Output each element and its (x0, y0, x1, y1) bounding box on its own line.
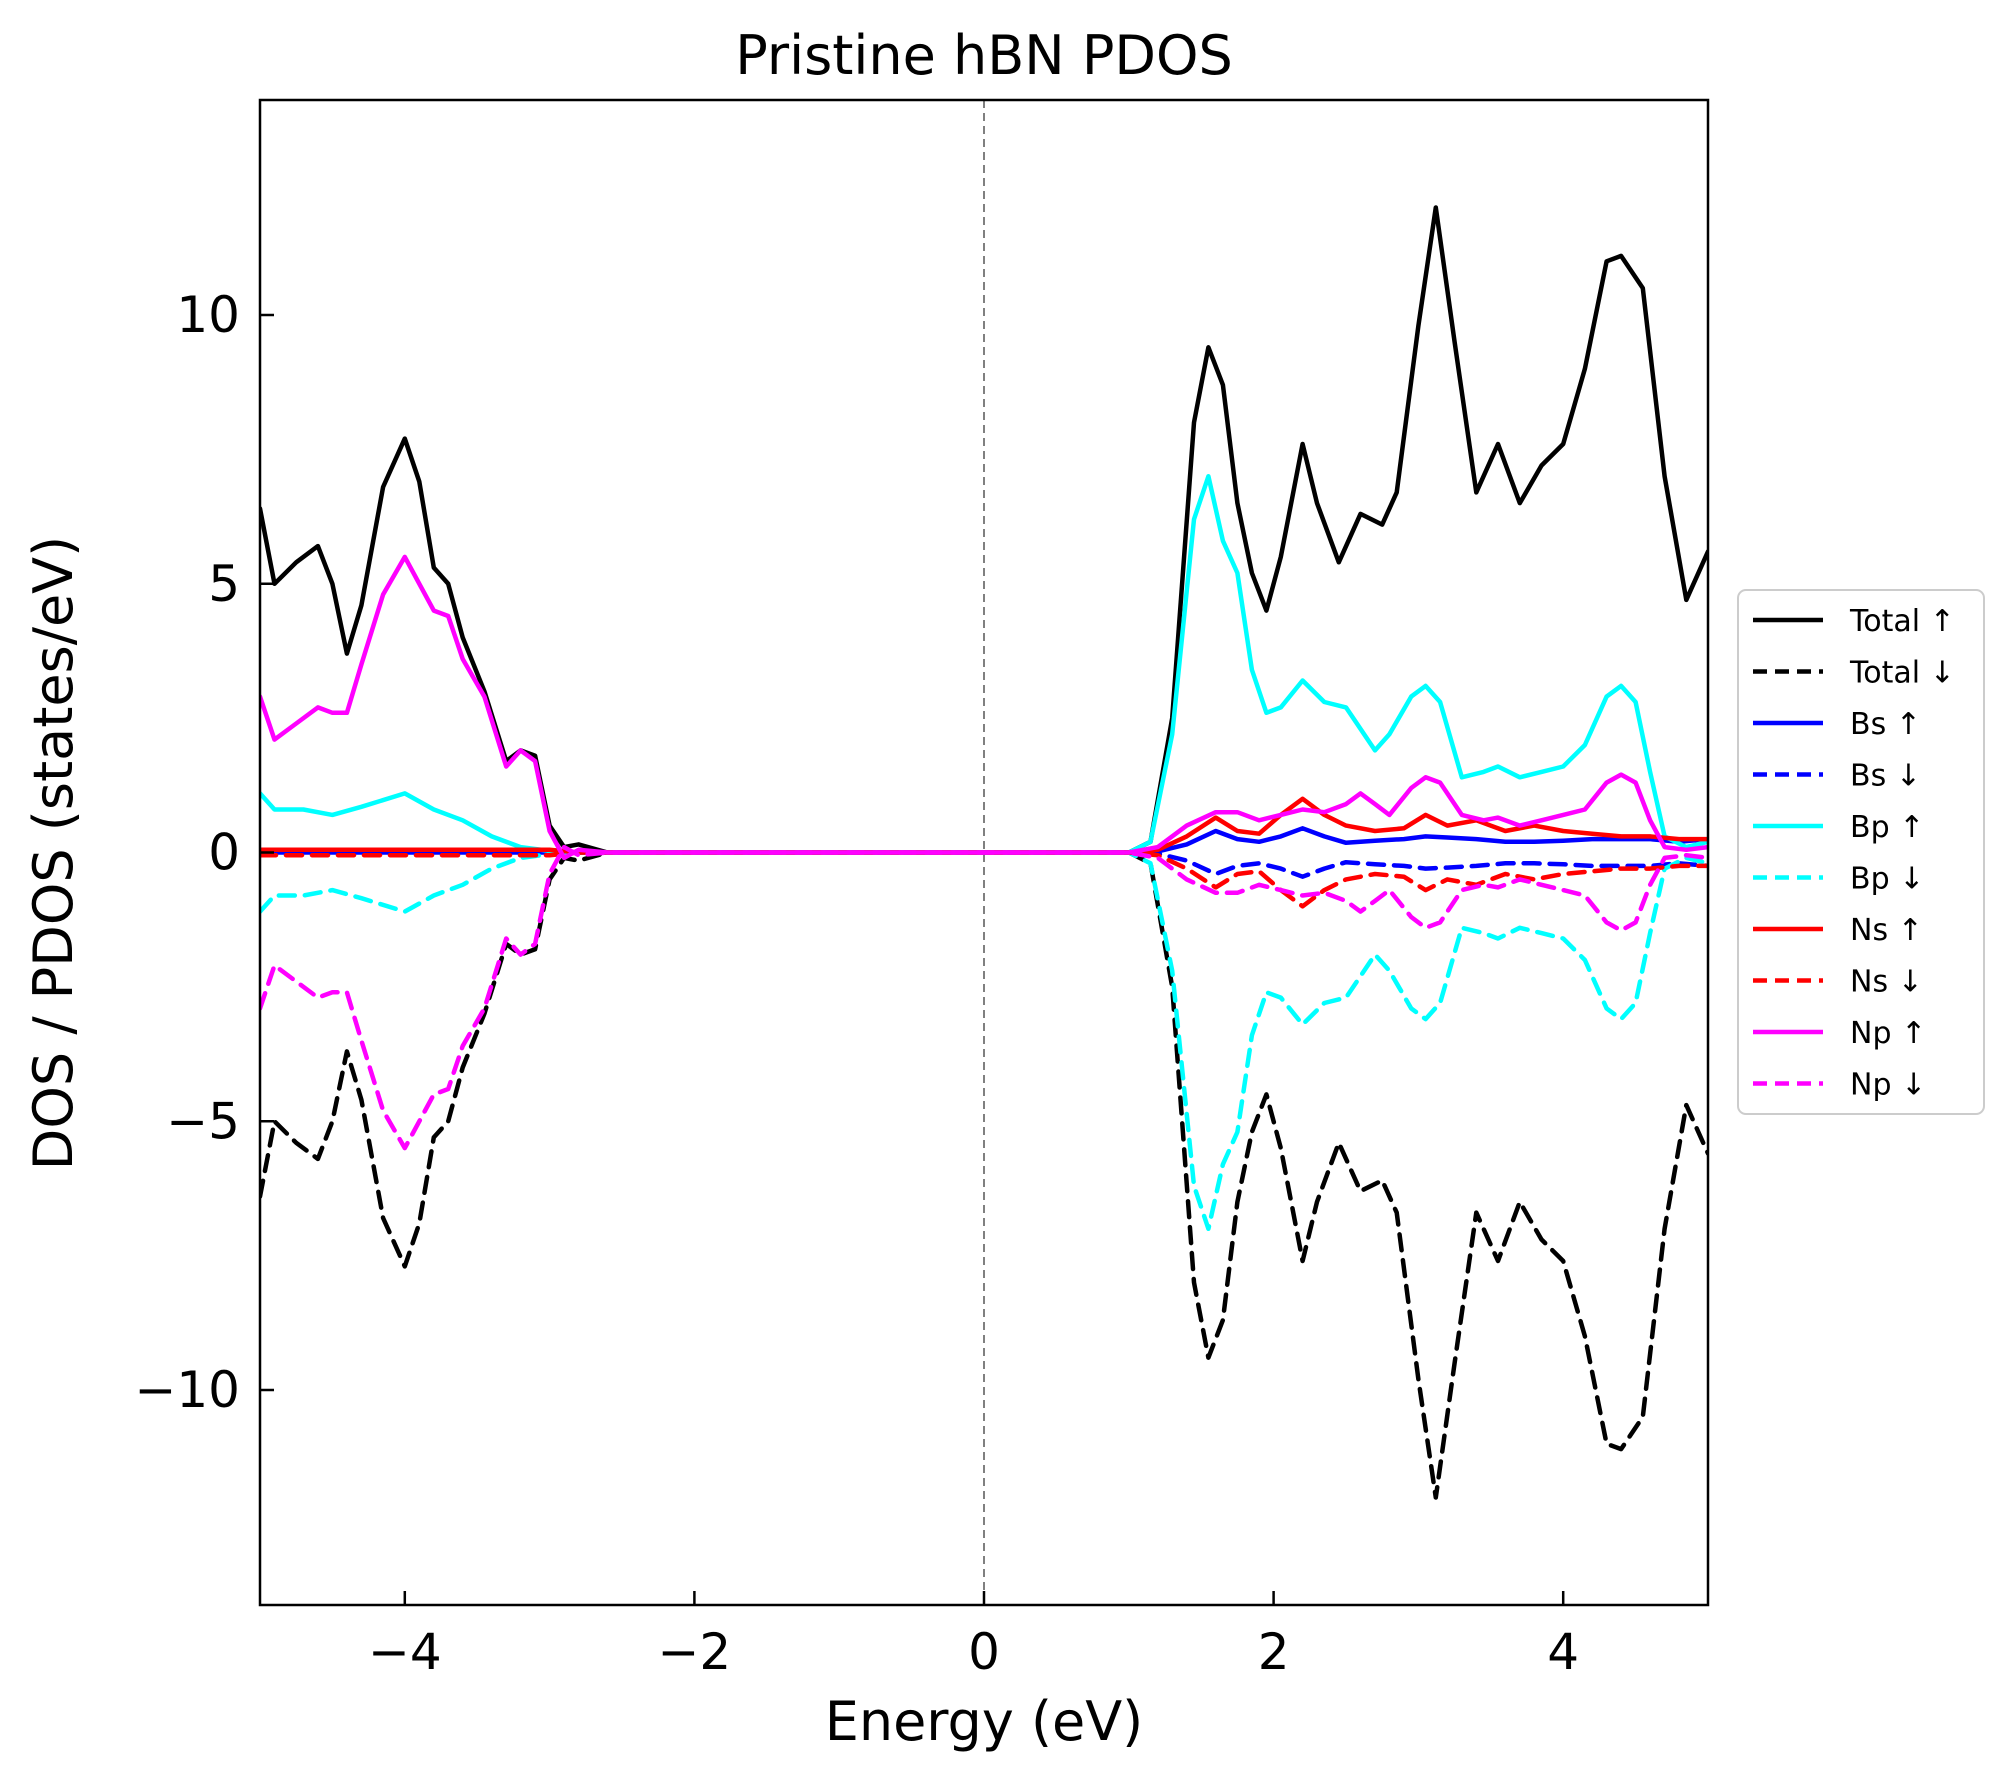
series-line-2 (260, 826, 1708, 855)
y-axis: −10 −5 0 5 10 (134, 286, 274, 1419)
legend-label: Np ↓ (1850, 1068, 1926, 1103)
y-tick-label: 5 (208, 555, 240, 613)
y-tick-label: −10 (134, 1361, 240, 1419)
legend-label: Bs ↓ (1850, 759, 1921, 794)
plot-area (260, 100, 1708, 1605)
legend-label: Total ↑ (1849, 604, 1955, 639)
legend-label: Ns ↑ (1850, 913, 1923, 948)
y-tick-label: 0 (208, 824, 240, 882)
legend-label: Bp ↓ (1850, 862, 1924, 897)
x-tick-label: 0 (968, 1623, 1000, 1681)
series-line-7 (260, 850, 1708, 909)
x-tick-label: −4 (368, 1623, 442, 1681)
y-tick-label: 10 (176, 286, 240, 344)
legend-label: Total ↓ (1849, 656, 1955, 691)
x-axis-label: Energy (eV) (825, 1690, 1144, 1753)
x-tick-label: −2 (658, 1623, 732, 1681)
legend-label: Bs ↑ (1850, 707, 1921, 742)
series-line-4 (260, 474, 1708, 855)
y-axis-label: DOS / PDOS (states/eV) (22, 536, 85, 1170)
series-line-1 (260, 850, 1708, 1500)
series-line-3 (260, 850, 1708, 879)
legend-label: Bp ↑ (1850, 810, 1924, 845)
chart-title: Pristine hBN PDOS (735, 24, 1233, 87)
legend-label: Np ↑ (1850, 1016, 1926, 1051)
series-line-0 (260, 205, 1708, 855)
series-line-9 (260, 844, 1708, 1151)
series-line-6 (260, 796, 1708, 855)
legend-label: Ns ↓ (1850, 965, 1923, 1000)
legend: Total ↑ Total ↓ Bs ↑ Bs ↓ Bp ↑ Bp ↓ Ns ↑ Ns ↓ Np… (1737, 589, 1985, 1115)
x-tick-label: 4 (1547, 1623, 1579, 1681)
x-axis: −4 −2 0 2 4 (368, 1591, 1579, 1681)
series-line-8 (260, 554, 1708, 861)
y-tick-label: −5 (166, 1092, 240, 1150)
x-tick-label: 2 (1258, 1623, 1290, 1681)
